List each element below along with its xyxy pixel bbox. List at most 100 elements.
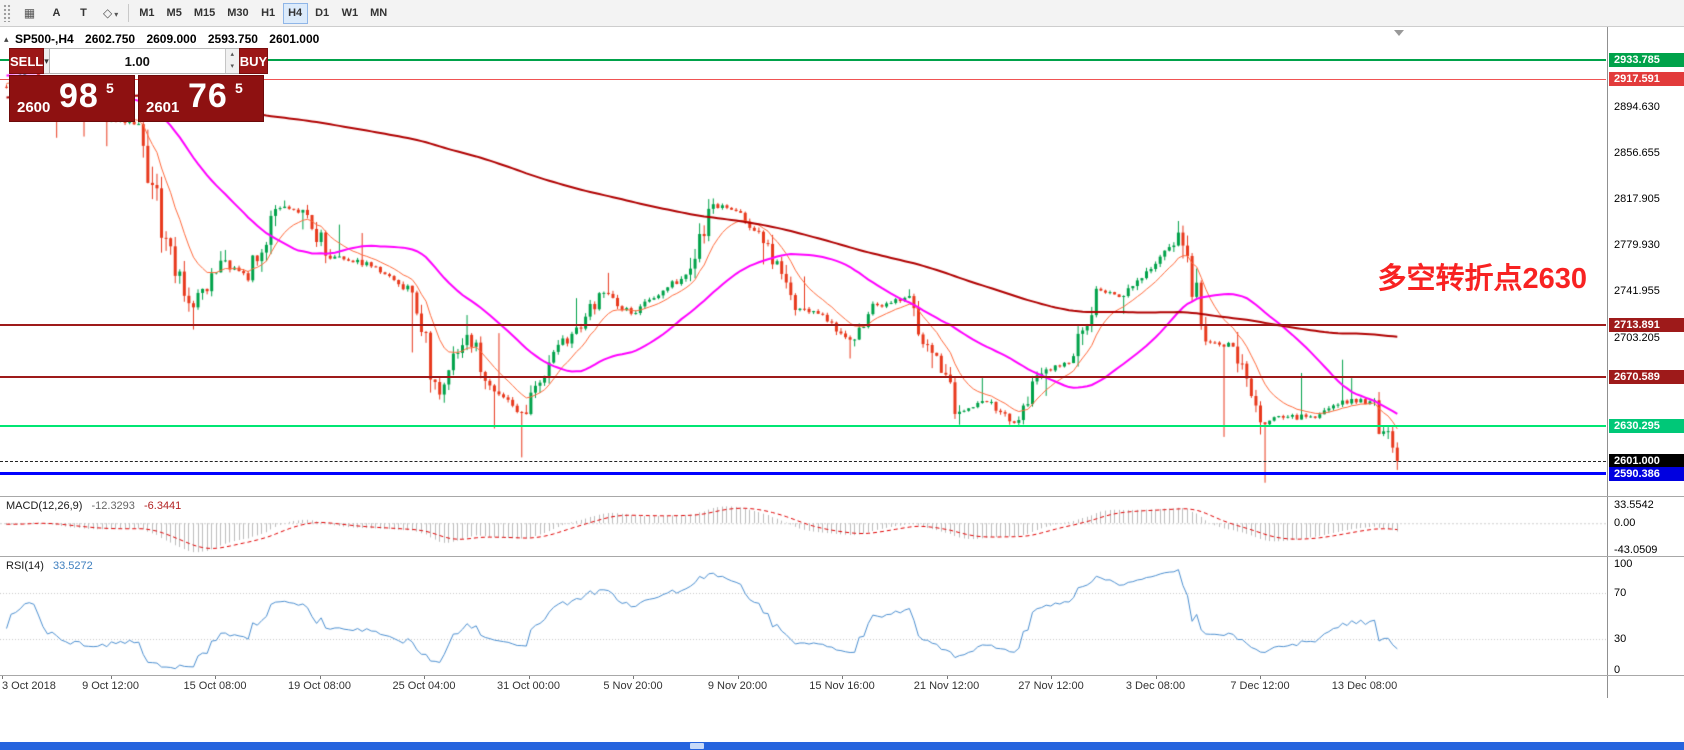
price-tick-label: 2894.630 bbox=[1614, 100, 1660, 113]
sell-price-sup: 5 bbox=[106, 80, 114, 96]
time-label: 15 Oct 08:00 bbox=[183, 680, 247, 692]
time-axis[interactable]: 3 Oct 2018 9 Oct 12:00 15 Oct 08:00 19 Oct … bbox=[0, 676, 1606, 698]
timeframe-mn[interactable]: MN bbox=[365, 3, 392, 24]
timeframe-m5[interactable]: M5 bbox=[162, 3, 187, 24]
buy-price-sup: 5 bbox=[235, 80, 243, 96]
price-badge: 2590.386 bbox=[1609, 466, 1684, 481]
quote-expand-icon[interactable]: ▴ bbox=[4, 34, 9, 44]
price-badge: 2933.785 bbox=[1609, 52, 1684, 67]
time-tick bbox=[737, 676, 739, 679]
time-tick bbox=[946, 676, 948, 679]
timeframe-d1[interactable]: D1 bbox=[310, 3, 335, 24]
time-label: 3 Dec 08:00 bbox=[1125, 680, 1186, 692]
timeframe-m15[interactable]: M15 bbox=[189, 3, 220, 24]
volume-dropdown-button[interactable]: ▾ bbox=[44, 48, 50, 74]
text-label-glyph: T bbox=[80, 7, 87, 19]
horizontal-level-line[interactable] bbox=[0, 472, 1606, 476]
chart-shift-marker-icon[interactable] bbox=[1394, 30, 1404, 36]
price-badge: 2601.000 bbox=[1609, 454, 1684, 469]
sell-button[interactable]: SELL bbox=[9, 48, 45, 74]
time-label: 15 Nov 16:00 bbox=[809, 680, 875, 692]
grid-icon-glyph: ▦ bbox=[23, 6, 36, 20]
macd-signal-value: -6.3441 bbox=[143, 500, 182, 512]
price-badge: 2670.589 bbox=[1609, 370, 1684, 385]
macd-name: MACD(12,26,9) bbox=[6, 500, 83, 512]
price-tick-label: 2856.655 bbox=[1614, 146, 1660, 159]
sell-price-display[interactable]: 2600 98 5 bbox=[9, 75, 135, 122]
sell-price-big: 98 bbox=[59, 77, 99, 115]
time-label: 3 Oct 2018 bbox=[2, 680, 56, 692]
time-tick bbox=[1155, 676, 1157, 679]
price-tick-label: 2817.905 bbox=[1614, 193, 1660, 206]
timeframe-m1[interactable]: M1 bbox=[134, 3, 159, 24]
shapes-icon[interactable]: ◇ ▾ bbox=[98, 3, 123, 24]
taskbar[interactable] bbox=[0, 742, 1684, 750]
quote-high: 2609.000 bbox=[146, 32, 197, 46]
timeframe-w1[interactable]: W1 bbox=[337, 3, 364, 24]
timeframe-h4[interactable]: H4 bbox=[282, 2, 308, 24]
timeframe-h1[interactable]: H1 bbox=[256, 3, 281, 24]
bid-price-line bbox=[0, 461, 1606, 463]
macd-axis-label: -43.0509 bbox=[1614, 544, 1658, 556]
volume-increase-button[interactable]: ▴ bbox=[225, 49, 239, 61]
quote-open: 2602.750 bbox=[85, 32, 136, 46]
buy-price-display[interactable]: 2601 76 5 bbox=[138, 75, 264, 122]
trade-controls-row: SELL ▾ ▴ ▾ BUY bbox=[9, 48, 269, 74]
chart-canvas[interactable] bbox=[0, 27, 1606, 676]
horizontal-level-line[interactable] bbox=[0, 376, 1606, 379]
macd-axis-label: 0.00 bbox=[1614, 517, 1636, 530]
horizontal-level-line[interactable] bbox=[0, 424, 1606, 427]
price-tick-label: 2703.205 bbox=[1614, 331, 1660, 344]
time-label: 25 Oct 04:00 bbox=[392, 680, 456, 692]
chart-text-annotation[interactable]: 多空转折点2630 bbox=[1377, 263, 1587, 295]
text-a-glyph: A bbox=[52, 7, 61, 19]
sell-price-prefix: 2600 bbox=[17, 99, 51, 116]
buy-price-prefix: 2601 bbox=[146, 99, 180, 116]
price-badge: 2630.295 bbox=[1609, 418, 1684, 433]
toolbar: ▦ A T ◇ ▾ M1 M5 M15 M30 H1 H4 D1 W1 MN bbox=[0, 0, 1684, 27]
macd-axis-label: 33.5542 bbox=[1614, 499, 1654, 511]
horizontal-level-line[interactable] bbox=[0, 323, 1606, 326]
buy-button[interactable]: BUY bbox=[238, 48, 269, 74]
chart-window: ▴ SP500-,H4 2602.750 2609.000 2593.750 2… bbox=[0, 27, 1684, 742]
time-tick bbox=[424, 676, 425, 679]
volume-field: ▴ ▾ bbox=[49, 48, 239, 74]
toolbar-separator bbox=[128, 4, 130, 22]
one-click-trading-panel: SELL ▾ ▴ ▾ BUY 2600 98 5 260 bbox=[9, 48, 269, 122]
pane-separator[interactable] bbox=[0, 496, 1684, 497]
pane-separator[interactable] bbox=[0, 556, 1684, 557]
time-tick bbox=[633, 676, 634, 679]
grid-icon[interactable]: ▦ bbox=[17, 3, 42, 24]
pane-separator[interactable] bbox=[0, 675, 1684, 676]
quote-close: 2601.000 bbox=[269, 32, 320, 46]
buy-price-big: 76 bbox=[188, 77, 228, 115]
time-tick bbox=[528, 676, 530, 679]
chevron-down-icon: ▾ bbox=[44, 55, 49, 66]
taskbar-widget[interactable] bbox=[690, 743, 704, 749]
time-label: 19 Oct 08:00 bbox=[288, 680, 351, 692]
time-tick bbox=[1051, 676, 1052, 679]
horizontal-level-line[interactable] bbox=[0, 58, 1606, 61]
text-a-icon[interactable]: A bbox=[44, 3, 69, 24]
timeframe-m30[interactable]: M30 bbox=[222, 3, 253, 24]
price-tick-label: 2741.955 bbox=[1614, 285, 1660, 297]
price-axis[interactable]: 2894.630 2856.655 2817.905 2779.930 2741.955… bbox=[1607, 27, 1684, 698]
time-tick bbox=[319, 676, 321, 679]
toolbar-drag-handle[interactable] bbox=[3, 4, 11, 22]
price-badge: 2917.591 bbox=[1609, 72, 1684, 87]
time-label: 13 Dec 08:00 bbox=[1331, 680, 1398, 692]
horizontal-level-line[interactable] bbox=[0, 78, 1606, 80]
time-tick bbox=[1364, 676, 1366, 679]
time-tick bbox=[1260, 676, 1261, 679]
text-label-icon[interactable]: T bbox=[71, 3, 96, 24]
chevron-down-icon: ▾ bbox=[114, 10, 119, 19]
macd-value: -12.3293 bbox=[91, 500, 135, 512]
trade-prices-row: 2600 98 5 2601 76 5 bbox=[9, 75, 264, 122]
time-label: 9 Nov 20:00 bbox=[707, 680, 768, 692]
rsi-value: 33.5272 bbox=[52, 560, 93, 572]
volume-input[interactable] bbox=[49, 49, 225, 73]
time-label: 31 Oct 00:00 bbox=[497, 680, 560, 692]
timeframe-toolbar: M1 M5 M15 M30 H1 H4 D1 W1 MN bbox=[133, 2, 393, 24]
volume-decrease-button[interactable]: ▾ bbox=[225, 61, 239, 73]
